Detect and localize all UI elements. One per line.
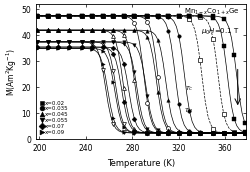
X-axis label: Temperature (K): Temperature (K) xyxy=(107,159,175,168)
Text: $T_M$: $T_M$ xyxy=(184,106,194,115)
Y-axis label: M(Am$^2$Kg$^{-1}$): M(Am$^2$Kg$^{-1}$) xyxy=(4,48,18,96)
Text: $\mu_0H$=0.1 T: $\mu_0H$=0.1 T xyxy=(201,27,239,37)
Legend: x=0.02, x=0.035, x=0.045, x=0.055, x=0.07, x=0.09: x=0.02, x=0.035, x=0.045, x=0.055, x=0.0… xyxy=(41,100,70,135)
Text: Mn$_{1-x}$Co$_{1+x}$Ge: Mn$_{1-x}$Co$_{1+x}$Ge xyxy=(184,7,240,17)
Text: $T_C$: $T_C$ xyxy=(184,84,194,93)
